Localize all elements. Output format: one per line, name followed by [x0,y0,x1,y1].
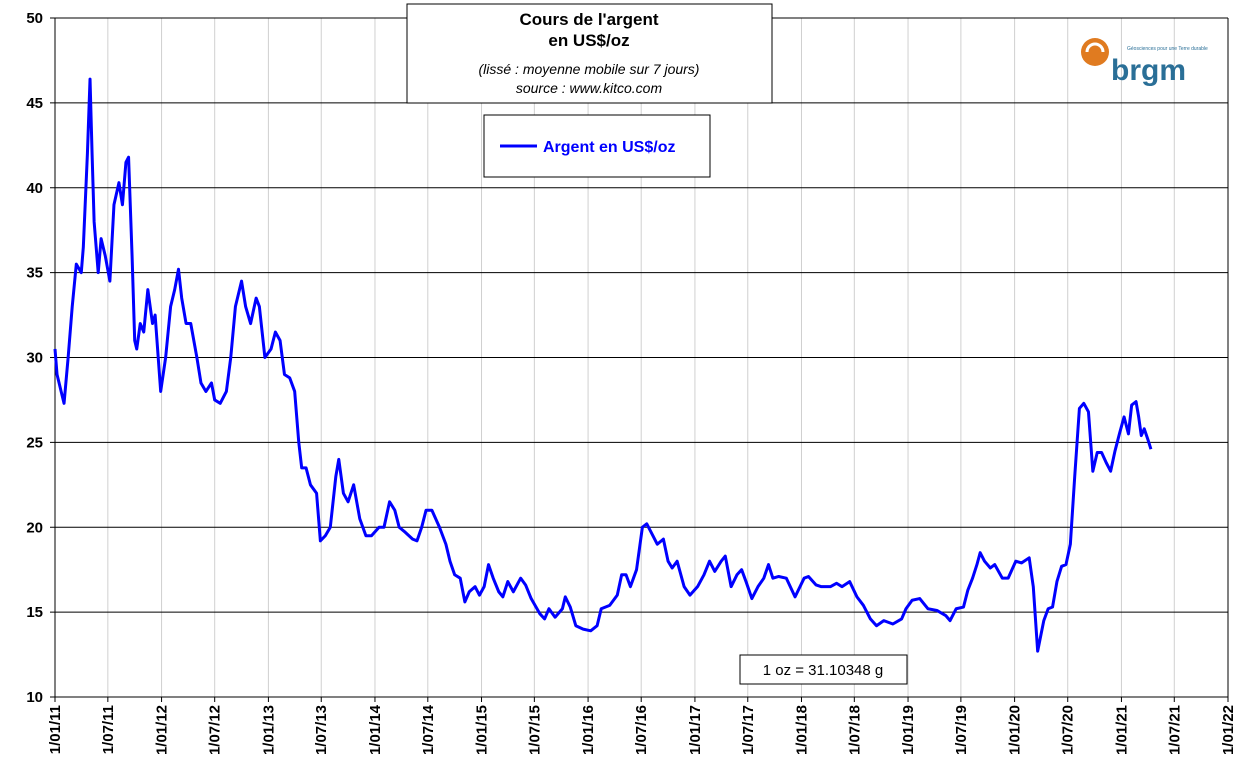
logo-mark [1081,38,1109,66]
x-tick-label: 1/01/18 [793,705,810,755]
y-tick-label: 40 [26,180,43,197]
logo-arc [1085,42,1105,53]
x-tick-label: 1/01/14 [367,704,384,755]
x-tick-label: 1/01/12 [154,705,171,755]
x-tick-label: 1/01/16 [580,705,597,755]
y-tick-label: 45 [26,95,43,112]
legend-label: Argent en US$/oz [543,139,675,156]
subtitle: (lissé : moyenne mobile sur 7 jours) [479,61,700,77]
chart-title: en US$/oz [548,31,629,50]
x-tick-label: 1/01/19 [900,705,917,755]
x-tick-label: 1/07/21 [1166,705,1183,755]
x-tick-label: 1/07/17 [740,705,757,755]
x-tick-label: 1/01/21 [1113,705,1130,755]
y-tick-label: 50 [26,10,43,27]
logo-tagline: Géosciences pour une Terre durable [1127,46,1208,52]
logo: brgm Géosciences pour une Terre durable [1081,38,1208,87]
x-tick-label: 1/07/15 [526,705,543,755]
y-tick-label: 30 [26,350,43,367]
x-tick-label: 1/01/17 [687,705,704,755]
x-tick-label: 1/01/13 [260,705,277,755]
plot [53,77,1153,653]
grid: 1/01/11 1/07/11 1/01/12 1/07/12 1/01/13 1/07/… [26,10,1237,755]
y-tick-label: 15 [26,604,43,621]
x-tick-label: 1/01/22 [1220,705,1237,755]
legend: Argent en US$/oz [483,114,711,178]
title-box [406,3,773,104]
y-tick-label: 25 [26,434,43,451]
annotation: 1 oz = 31.10348 g [763,662,884,679]
x-tick-label: 1/01/20 [1007,705,1024,755]
chart-title: Cours de l'argent [519,10,658,29]
y-tick-label: 20 [26,519,43,536]
x-tick-label: 1/07/18 [846,705,863,755]
source: source : www.kitco.com [516,80,663,96]
x-tick-label: 1/07/16 [633,705,650,755]
y-tick-label: 10 [26,689,43,706]
x-tick-label: 1/07/11 [100,705,117,754]
x-tick-label: 1/01/15 [474,705,491,755]
x-tick-label: 1/07/19 [953,705,970,755]
series-line [53,77,1153,653]
x-tick-label: 1/01/11 [47,705,64,754]
x-tick-label: 1/07/12 [207,705,224,755]
x-tick-label: 1/07/14 [420,704,437,755]
x-tick-label: 1/07/13 [313,705,330,755]
annotation-box [739,654,908,685]
y-tick-label: 35 [26,265,43,282]
logo-text: brgm [1111,54,1186,87]
x-tick-label: 1/07/20 [1060,705,1077,755]
